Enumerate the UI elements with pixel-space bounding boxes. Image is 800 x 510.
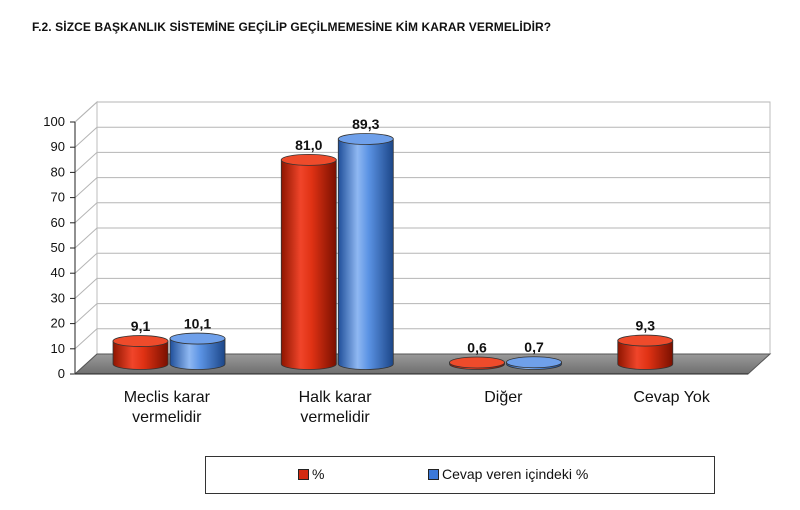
- gridline: [74, 151, 770, 173]
- bar-top: [112, 335, 169, 347]
- bar-top: [169, 332, 226, 345]
- bar-top: [617, 334, 674, 347]
- y-tick-label: 30: [51, 290, 65, 305]
- gridline: [74, 126, 770, 148]
- data-label: 0,6: [467, 339, 487, 355]
- legend: % Cevap veren içindeki %: [205, 456, 715, 494]
- bar-top: [337, 133, 394, 145]
- y-tick-label: 100: [43, 114, 65, 129]
- legend-label: Cevap veren içindeki %: [442, 466, 589, 482]
- legend-item-respondent-percent: Cevap veren içindeki %: [428, 466, 588, 482]
- y-tick-label: 10: [51, 341, 65, 356]
- bar-top: [280, 153, 337, 166]
- bar: [169, 338, 226, 370]
- y-tick-label: 40: [51, 265, 65, 280]
- bar: [337, 138, 394, 370]
- bar: [280, 159, 337, 370]
- y-axis: 0 10 20 30 40 50 60 70 80 90 100: [43, 114, 76, 381]
- data-label: 9,1: [131, 318, 151, 334]
- legend-swatch-red: [298, 468, 309, 480]
- x-axis-labels: Meclis karar vermelidir Halk karar vermelid…: [124, 389, 711, 426]
- data-label: 81,0: [295, 137, 322, 153]
- y-tick-label: 20: [51, 316, 65, 331]
- x-tick-label: vermelidir: [300, 409, 370, 426]
- y-tick-label: 80: [51, 164, 65, 179]
- bar: [112, 340, 169, 370]
- y-tick-label: 0: [58, 366, 65, 381]
- x-tick-label: vermelidir: [132, 409, 202, 426]
- gridline: [74, 252, 770, 274]
- x-tick-label: Diğer: [484, 389, 523, 406]
- data-label: 9,3: [636, 318, 656, 334]
- chart-floor: [73, 353, 772, 375]
- gridline: [74, 303, 770, 324]
- chart-title: F.2. SİZCE BAŞKANLIK SİSTEMİNE GEÇİLİP G…: [32, 20, 552, 34]
- data-label: 89,3: [352, 116, 379, 132]
- gridlines: [74, 100, 771, 376]
- legend-label: %: [312, 466, 325, 482]
- gridline: [74, 177, 770, 198]
- bar: [617, 340, 674, 370]
- bars: [112, 133, 674, 370]
- y-tick-label: 70: [51, 190, 65, 205]
- gridline: [74, 227, 770, 249]
- y-tick-label: 60: [51, 215, 65, 230]
- bar-top: [506, 356, 562, 369]
- y-tick-label: 50: [51, 240, 65, 255]
- x-tick-label: Halk karar: [299, 389, 373, 406]
- gridline: [74, 277, 770, 299]
- data-labels: 9,1 81,0 0,6 9,3 10,1 89,3 0,7: [131, 116, 655, 356]
- y-tick-label: 90: [51, 139, 65, 154]
- data-label: 0,7: [524, 339, 544, 355]
- bar-top: [449, 356, 505, 369]
- x-tick-label: Meclis karar: [124, 389, 211, 406]
- legend-swatch-blue: [428, 468, 439, 480]
- legend-item-percent: %: [298, 466, 324, 482]
- x-tick-label: Cevap Yok: [633, 389, 711, 406]
- gridline: [74, 202, 770, 224]
- gridline: [74, 101, 770, 123]
- data-label: 10,1: [184, 316, 211, 332]
- gridline: [74, 328, 770, 350]
